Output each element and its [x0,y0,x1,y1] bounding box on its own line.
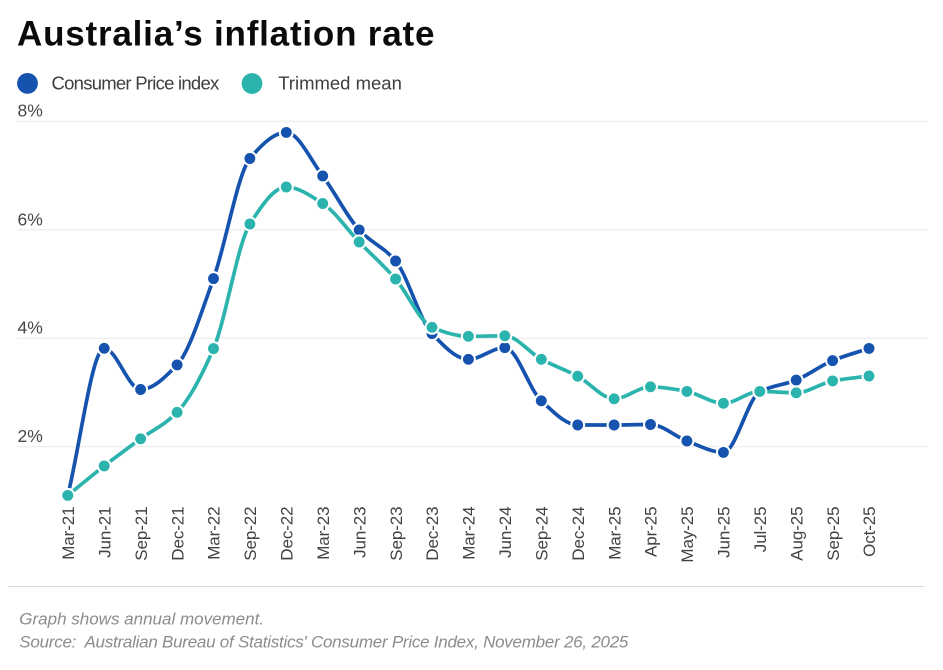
svg-text:Sep-22: Sep-22 [241,507,260,561]
svg-text:Sep-21: Sep-21 [132,507,151,561]
svg-text:2%: 2% [18,426,43,446]
svg-text:Jun-24: Jun-24 [496,507,515,558]
svg-text:Sep-25: Sep-25 [824,507,843,561]
svg-text:May-25: May-25 [678,507,697,563]
svg-text:Dec-22: Dec-22 [278,507,297,561]
svg-text:Dec-23: Dec-23 [423,507,442,561]
svg-text:4%: 4% [18,318,43,338]
svg-text:Jun-25: Jun-25 [715,507,734,558]
svg-text:Australia’s inflation rate: Australia’s inflation rate [17,14,435,53]
svg-text:Dec-24: Dec-24 [569,507,588,561]
svg-text:Mar-23: Mar-23 [314,507,333,560]
svg-text:Graph shows annual movement.: Graph shows annual movement. [19,609,264,628]
svg-text:Oct-25: Oct-25 [860,507,879,557]
svg-text:Trimmed mean: Trimmed mean [278,72,402,93]
svg-text:Mar-21: Mar-21 [59,507,78,560]
svg-text:Consumer Price index: Consumer Price index [52,72,220,93]
svg-text:Jun-23: Jun-23 [350,507,369,558]
svg-text:Apr-25: Apr-25 [642,507,661,557]
svg-text:Mar-22: Mar-22 [205,507,224,560]
svg-text:Mar-25: Mar-25 [605,507,624,560]
svg-text:Jul-25: Jul-25 [751,507,770,553]
svg-text:Aug-25: Aug-25 [787,507,806,561]
svg-text:Source: Australian Bureau of: Source: Australian Bureau of Statistics'… [19,632,629,651]
svg-text:6%: 6% [18,210,43,230]
svg-text:Mar-24: Mar-24 [460,507,479,560]
svg-text:Jun-21: Jun-21 [95,507,114,558]
svg-text:Dec-21: Dec-21 [168,507,187,561]
svg-text:8%: 8% [18,101,43,121]
svg-text:Sep-24: Sep-24 [533,507,552,561]
svg-text:Sep-23: Sep-23 [387,507,406,561]
